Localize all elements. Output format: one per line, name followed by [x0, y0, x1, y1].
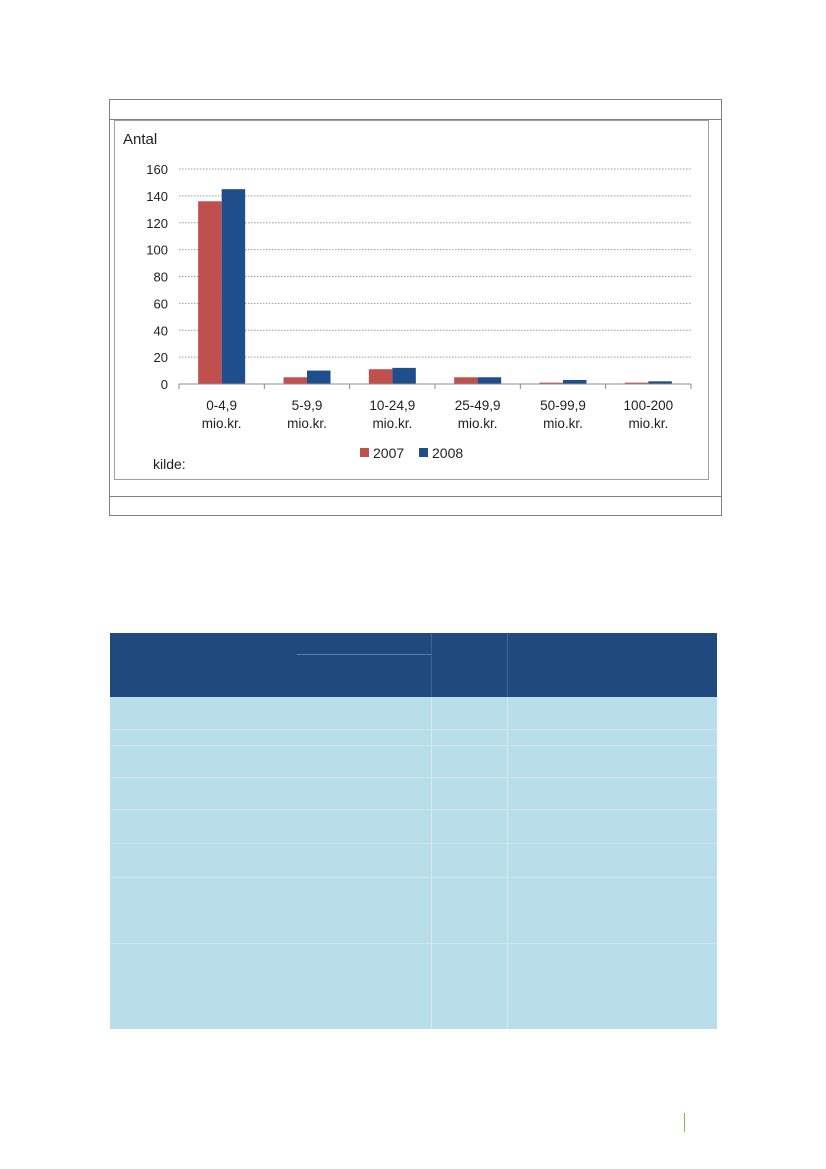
bar-chart: Antal kilde: 0 20 40 60 80 100 120 140 160 0-4,9 m…	[123, 131, 692, 472]
bar-2008-5	[648, 381, 672, 384]
bar-2007-4	[539, 382, 563, 384]
column-divider	[431, 697, 432, 1029]
frame-top-rule	[110, 119, 721, 120]
bar-2007-1	[283, 377, 307, 384]
bar-2007-2	[368, 369, 393, 384]
header-underline	[297, 654, 431, 655]
data-table	[110, 633, 717, 1029]
legend-label-2007: 2007	[373, 445, 404, 461]
x-tick-label: 50-99,9 mio.kr.	[540, 398, 586, 431]
bar-2007-5	[624, 382, 649, 384]
x-tick-label: 5-9,9 mio.kr.	[287, 398, 327, 431]
header-column-divider	[431, 633, 432, 697]
y-tick-label: 100	[146, 243, 168, 258]
y-tick-label: 160	[146, 162, 168, 177]
header-column-divider	[507, 633, 508, 697]
y-tick-label: 140	[146, 189, 168, 204]
x-tick-label: 0-4,9 mio.kr.	[202, 398, 242, 431]
table-body	[110, 697, 717, 1029]
legend-label-2008: 2008	[432, 445, 463, 461]
x-tick-label: 25-49,9 mio.kr.	[455, 398, 501, 431]
y-tick-label: 40	[154, 323, 168, 338]
x-tick-label: 100-200 mio.kr.	[624, 398, 674, 431]
source-label: kilde:	[153, 456, 186, 472]
page-edge-mark	[684, 1113, 685, 1132]
bar-2007-0	[198, 201, 222, 384]
row-divider	[110, 745, 717, 746]
x-tick-label: 10-24,9 mio.kr.	[369, 398, 415, 431]
bar-2008-4	[563, 379, 587, 384]
bar-2008-0	[221, 189, 246, 384]
bar-2008-1	[307, 370, 331, 384]
bar-2008-3	[477, 377, 502, 384]
table-header	[110, 633, 717, 697]
legend-swatch-2008	[419, 448, 428, 457]
y-tick-label: 0	[161, 377, 168, 392]
row-divider	[110, 877, 717, 878]
y-tick-label: 60	[154, 296, 168, 311]
row-divider	[110, 943, 717, 944]
bar-2008-2	[392, 367, 416, 384]
y-tick-label: 120	[146, 216, 168, 231]
legend-swatch-2007	[360, 448, 369, 457]
y-tick-label: 20	[154, 350, 168, 365]
row-divider	[110, 777, 717, 778]
bar-2007-3	[454, 377, 478, 384]
row-divider	[110, 843, 717, 844]
y-tick-label: 80	[154, 270, 168, 285]
row-divider	[110, 729, 717, 730]
frame-bottom-rule	[110, 496, 721, 497]
row-divider	[110, 809, 717, 810]
column-divider	[507, 697, 508, 1029]
y-axis-label: Antal	[123, 131, 157, 148]
